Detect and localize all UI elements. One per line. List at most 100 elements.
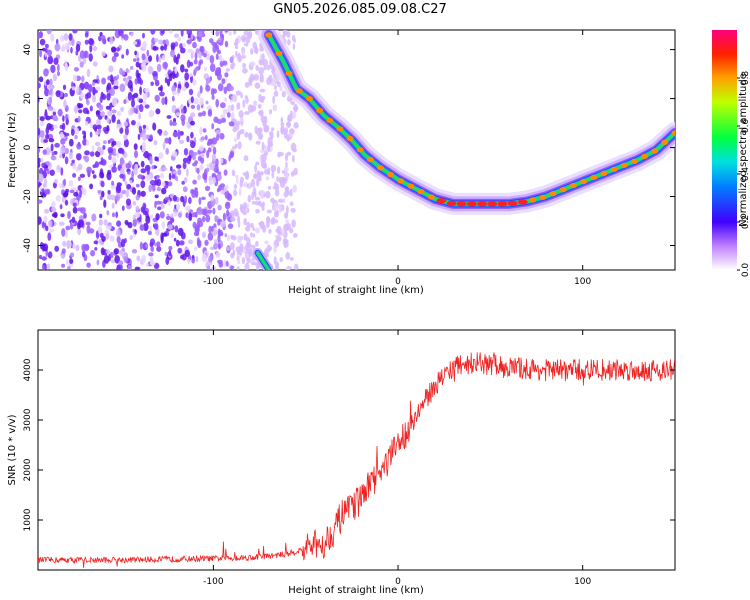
snr-panel: -100 0 100 1000 2000 3000 4000 Height of strai… <box>7 329 676 596</box>
noise-speck <box>196 104 201 111</box>
noise-speck <box>71 86 76 91</box>
noise-speck <box>260 191 264 200</box>
noise-speck <box>79 189 82 198</box>
noise-speck <box>230 242 235 250</box>
colorbar-axes: 0.0 0.2 0.4 0.6 0.8 <box>737 71 750 277</box>
colorbar-label: Normalized spectral amplitude <box>738 73 749 227</box>
noise-speck <box>60 138 66 145</box>
noise-speck <box>107 146 114 154</box>
noise-speck <box>210 194 214 201</box>
noise-speck <box>38 199 43 204</box>
noise-speck <box>224 30 229 33</box>
noise-speck <box>125 68 129 74</box>
noise-speck <box>109 104 112 112</box>
noise-speck <box>63 178 67 187</box>
ridge-peak <box>641 153 648 159</box>
noise-speck <box>72 30 78 34</box>
noise-speck <box>86 99 90 106</box>
noise-speck <box>293 122 299 129</box>
noise-speck <box>100 180 105 188</box>
noise-speck <box>62 115 65 122</box>
noise-speck <box>91 213 97 222</box>
noise-speck <box>254 227 261 234</box>
noise-speck <box>45 133 50 140</box>
noise-speck <box>258 221 264 226</box>
lower-ridge-band <box>256 251 270 270</box>
noise-speck <box>166 78 171 87</box>
ridge-peak <box>549 191 557 197</box>
noise-speck <box>250 178 256 188</box>
noise-speck <box>115 141 122 148</box>
noise-speck <box>243 218 247 226</box>
noise-speck <box>92 124 98 130</box>
noise-speck <box>57 108 63 117</box>
y-tick-label: 20 <box>23 93 33 105</box>
noise-speck <box>264 151 269 156</box>
noise-speck <box>137 174 143 179</box>
noise-speck <box>233 30 237 35</box>
noise-speck <box>222 108 228 115</box>
noise-speck <box>116 111 122 117</box>
noise-speck <box>135 194 140 201</box>
noise-speck <box>39 38 46 46</box>
noise-speck <box>67 210 71 220</box>
noise-speck <box>192 162 198 167</box>
noise-speck <box>110 194 116 201</box>
noise-speck <box>241 257 246 265</box>
noise-speck <box>70 128 75 136</box>
noise-speck <box>135 183 140 188</box>
noise-speck <box>116 47 120 52</box>
noise-speck <box>154 194 159 199</box>
noise-speck <box>200 152 205 158</box>
ridge-peak <box>517 199 528 205</box>
noise-speck <box>154 94 160 102</box>
noise-speck <box>236 132 241 140</box>
noise-speck <box>82 138 88 146</box>
noise-speck <box>188 88 194 96</box>
noise-speck <box>89 44 93 53</box>
noise-speck <box>233 183 238 190</box>
ridge-peak <box>569 182 577 189</box>
noise-speck <box>160 45 165 51</box>
noise-speck <box>146 49 150 57</box>
noise-speck <box>111 46 117 53</box>
noise-speck <box>217 37 223 43</box>
noise-speck <box>242 68 248 74</box>
noise-speck <box>160 30 165 35</box>
ridge-peak <box>466 201 477 207</box>
noise-speck <box>246 237 251 245</box>
noise-speck <box>64 42 70 51</box>
noise-speck <box>252 233 256 238</box>
noise-speck <box>65 113 68 121</box>
noise-speck <box>225 68 230 72</box>
noise-speck <box>279 257 283 262</box>
x-tick-label: 0 <box>395 277 401 287</box>
noise-speck <box>220 219 226 228</box>
noise-speck <box>216 73 222 81</box>
noise-speck <box>45 225 49 232</box>
noise-speck <box>266 209 272 214</box>
noise-speck <box>243 155 249 162</box>
noise-speck <box>89 105 93 112</box>
noise-speck <box>166 115 172 119</box>
noise-speck <box>199 126 203 135</box>
noise-speck <box>192 41 197 49</box>
noise-speck <box>169 119 173 126</box>
noise-speck <box>119 67 124 76</box>
noise-speck <box>264 248 269 257</box>
noise-speck <box>212 207 216 215</box>
noise-speck <box>250 222 254 229</box>
noise-speck <box>131 249 138 254</box>
noise-speck <box>285 267 290 270</box>
noise-speck <box>60 167 64 176</box>
noise-speck <box>54 245 60 252</box>
noise-speck <box>273 90 279 97</box>
noise-speck <box>85 139 89 147</box>
noise-speck <box>232 145 237 150</box>
noise-speck <box>273 256 277 265</box>
noise-speck <box>219 34 224 39</box>
ridge-peak <box>397 178 405 184</box>
noise-speck <box>211 176 216 185</box>
noise-speck <box>187 259 191 264</box>
noise-speck <box>134 150 138 159</box>
